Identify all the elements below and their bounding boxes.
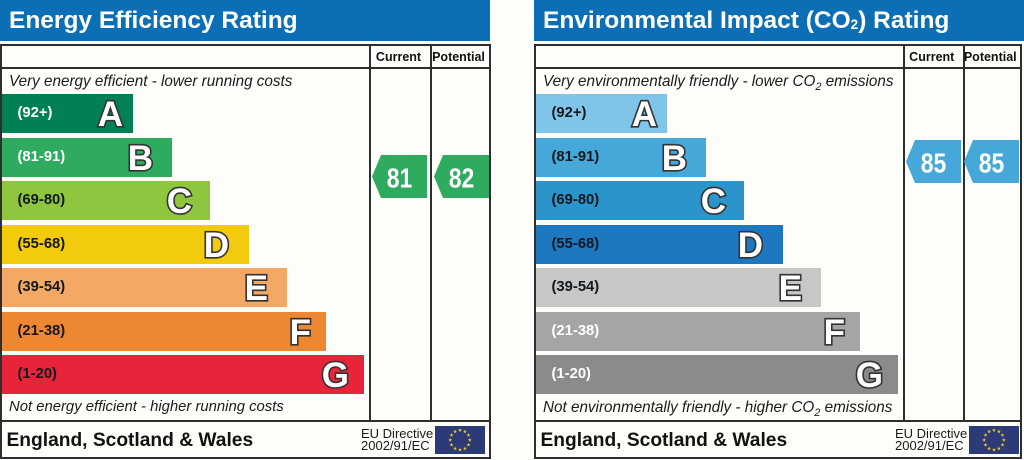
svg-text:85: 85 — [979, 147, 1005, 178]
svg-text:85: 85 — [920, 147, 946, 178]
svg-text:E: E — [779, 269, 802, 308]
svg-text:C: C — [166, 182, 191, 221]
svg-text:81: 81 — [386, 162, 412, 193]
svg-text:G: G — [855, 356, 882, 395]
svg-text:E: E — [245, 269, 268, 308]
svg-text:F: F — [289, 313, 310, 352]
svg-text:D: D — [738, 226, 763, 265]
svg-text:G: G — [321, 356, 348, 395]
svg-text:A: A — [98, 95, 123, 134]
svg-text:A: A — [632, 95, 657, 134]
svg-text:D: D — [204, 226, 229, 265]
svg-text:C: C — [700, 182, 725, 221]
svg-text:B: B — [127, 139, 152, 178]
svg-text:82: 82 — [448, 162, 474, 193]
svg-text:B: B — [661, 139, 686, 178]
svg-text:F: F — [823, 313, 844, 352]
